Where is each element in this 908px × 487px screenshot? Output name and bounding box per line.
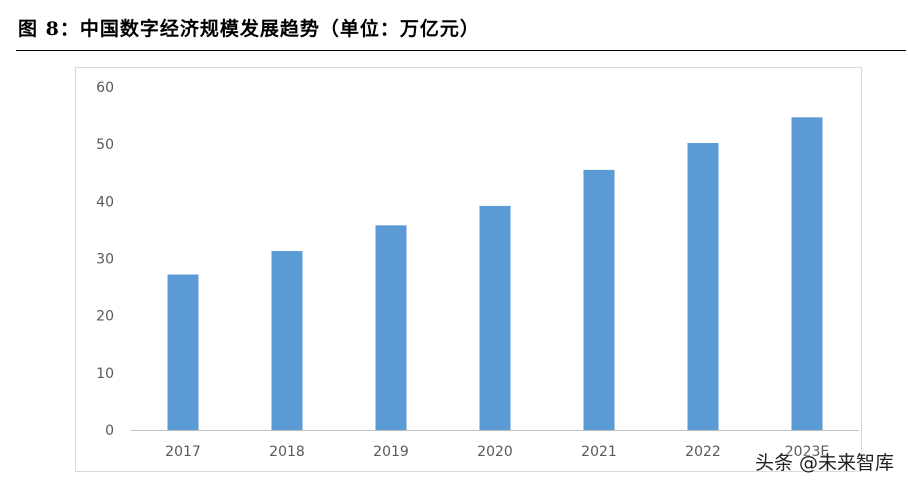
bar-2019: [375, 225, 407, 430]
y-tick-label: 60: [96, 80, 114, 96]
y-tick-label: 20: [96, 309, 114, 325]
bar-2017: [167, 274, 199, 430]
bar-chart: 0 10 20 30 40 50 60 2017 2018 2019 2020 2021 2022 202…: [96, 80, 859, 460]
x-tick-label: 2022: [685, 444, 721, 460]
bar-2018: [271, 251, 303, 430]
title-underline: [16, 50, 906, 51]
y-tick-label: 30: [96, 252, 114, 268]
watermark-text: 头条 @未来智库: [754, 452, 894, 474]
x-tick-label: 2019: [373, 444, 409, 460]
x-tick-label: 2018: [269, 444, 305, 460]
bar-2020: [479, 205, 511, 430]
figure-title: 图 8：中国数字经济规模发展趋势（单位：万亿元）: [18, 18, 480, 40]
y-tick-label: 40: [96, 194, 114, 210]
bar-2023e: [791, 117, 823, 430]
x-tick-label: 2020: [477, 444, 513, 460]
bar-2022: [687, 143, 719, 431]
bar-2021: [583, 169, 615, 430]
x-tick-label: 2021: [581, 444, 617, 460]
chart-area: 0 10 20 30 40 50 60 2017 2018 2019 2020 2021 2022 202…: [75, 67, 862, 472]
y-tick-label: 50: [96, 137, 114, 153]
y-tick-label: 0: [105, 423, 114, 439]
x-tick-label: 2023E: [785, 444, 829, 460]
x-tick-label: 2017: [165, 444, 201, 460]
y-tick-label: 10: [96, 366, 114, 382]
